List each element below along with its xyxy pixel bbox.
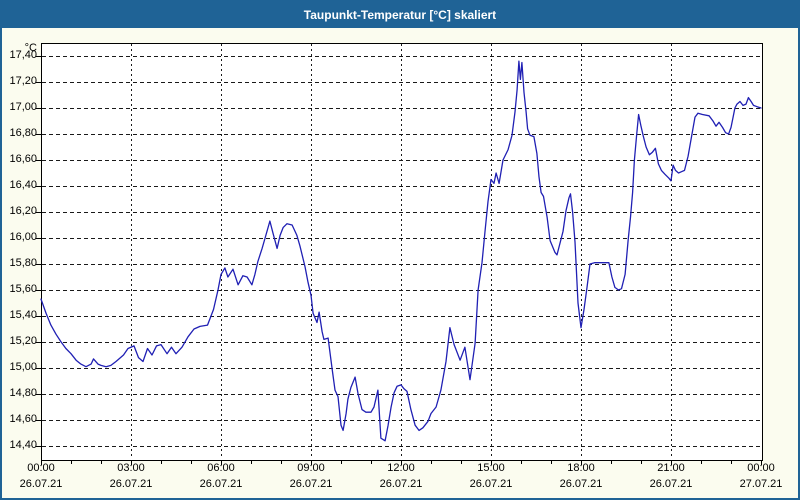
x-axis-time-label: 00:00 [27,462,55,474]
x-axis-time-label: 03:00 [117,462,145,474]
x-axis-time-label: 09:00 [297,462,325,474]
x-axis-time-label: 18:00 [567,462,595,474]
y-axis-label: 15,00 [9,361,37,373]
x-axis-date-label: 26.07.21 [199,478,243,490]
y-axis-label: 14,80 [9,387,37,399]
x-axis-date-label: 26.07.21 [289,478,333,490]
y-axis-label: 16,00 [9,231,37,243]
y-axis-label: 16,80 [9,127,37,139]
x-axis-date-label: 26.07.21 [559,478,603,490]
x-axis-time-label: 06:00 [207,462,235,474]
x-axis-time-label: 12:00 [387,462,415,474]
y-axis-label: 15,60 [9,283,37,295]
y-axis-label: 15,20 [9,335,37,347]
y-axis-label: 16,20 [9,205,37,217]
x-axis-time-label: 21:00 [657,462,685,474]
y-axis-label: 15,40 [9,309,37,321]
y-axis-label: 14,60 [9,413,37,425]
x-axis-date-label: 26.07.21 [379,478,423,490]
x-axis-date-label: 27.07.21 [739,478,783,490]
chart-title: Taupunkt-Temperatur [°C] skaliert [303,8,497,22]
plot-border [41,43,763,461]
x-axis-time-label: 15:00 [477,462,505,474]
x-axis-date-label: 26.07.21 [649,478,693,490]
y-axis-label: 17,00 [9,101,37,113]
x-axis-date-label: 26.07.21 [469,478,513,490]
y-axis-unit: °C [24,42,37,54]
y-axis-label: 16,40 [9,179,37,191]
x-axis-date-label: 26.07.21 [19,478,63,490]
title-bar: Taupunkt-Temperatur [°C] skaliert [2,2,798,28]
y-axis-label: 14,40 [9,439,37,451]
x-axis-date-label: 26.07.21 [109,478,153,490]
x-axis-time-label: 00:00 [747,462,775,474]
y-axis-label: 17,20 [9,75,37,87]
y-axis-label: 17,40 [9,49,37,61]
temperature-line [40,60,762,442]
chart-svg [36,43,763,465]
y-axis-label: 15,80 [9,257,37,269]
y-axis-label: 16,60 [9,153,37,165]
